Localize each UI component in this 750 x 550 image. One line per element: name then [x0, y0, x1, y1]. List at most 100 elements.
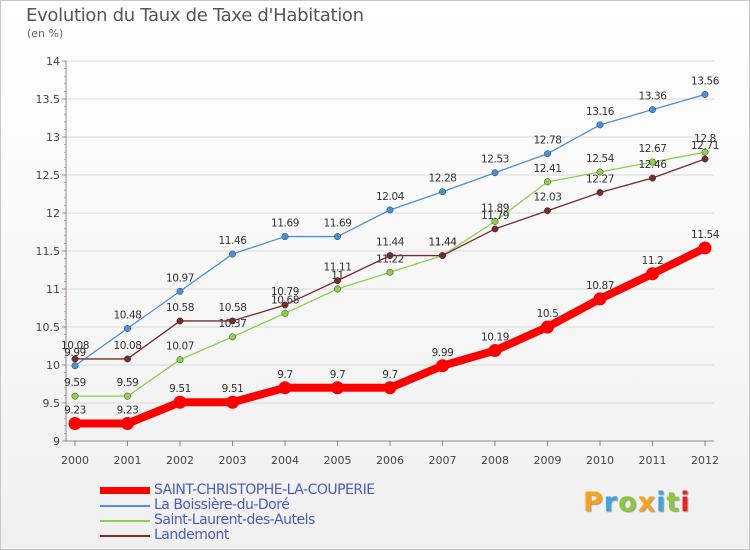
data-label: 11.44: [376, 237, 405, 249]
data-label: 9.23: [64, 405, 86, 417]
data-label: 10.48: [113, 310, 141, 322]
data-point: [649, 106, 656, 114]
chart-subtitle: (en %): [27, 27, 64, 40]
data-point: [596, 189, 604, 196]
data-point: [596, 121, 604, 129]
legend-swatch: [100, 487, 150, 494]
data-point: [334, 233, 341, 241]
data-label: 10.79: [271, 286, 299, 298]
data-point: [229, 250, 236, 258]
data-label: 10.5: [537, 308, 559, 320]
data-point: [386, 252, 394, 260]
x-tick-label: 2004: [271, 454, 299, 467]
y-tick-label: 12.5: [36, 169, 61, 182]
logo-letter: r: [603, 487, 619, 518]
data-label: 12.8: [694, 133, 716, 145]
data-point: [278, 381, 292, 395]
data-point: [544, 207, 551, 215]
data-point: [281, 301, 289, 309]
data-label: 11.11: [323, 262, 351, 274]
data-point: [593, 292, 607, 306]
data-label: 11.89: [481, 202, 509, 214]
data-point: [281, 233, 289, 241]
x-tick-label: 2002: [166, 454, 194, 467]
data-label: 9.99: [64, 347, 86, 359]
data-label: 12.04: [376, 191, 405, 203]
data-point: [439, 252, 446, 260]
data-label: 11.69: [323, 218, 351, 230]
y-tick-label: 14: [46, 55, 60, 68]
data-point: [649, 174, 656, 182]
data-point: [226, 395, 239, 409]
data-point: [176, 317, 184, 325]
data-point: [68, 417, 82, 431]
data-label: 10.97: [166, 272, 194, 284]
data-label: 10.58: [218, 302, 246, 314]
data-label: 11.46: [218, 235, 247, 247]
x-tick-label: 2005: [324, 454, 352, 467]
data-label: 11.2: [642, 255, 664, 267]
x-tick-label: 2006: [376, 454, 404, 467]
data-label: 9.59: [64, 377, 86, 389]
data-label: 12.03: [533, 192, 561, 204]
legend-label: Landemont: [154, 527, 229, 543]
data-point: [701, 90, 709, 98]
data-point: [176, 287, 184, 295]
data-label: 9.59: [117, 377, 139, 389]
logo-letter: x: [637, 487, 657, 518]
data-label: 9.99: [432, 347, 454, 359]
data-label: 10.68: [271, 294, 299, 306]
data-point: [596, 168, 604, 176]
data-point: [436, 359, 449, 373]
data-label: 12.28: [428, 173, 456, 185]
data-point: [281, 309, 289, 317]
data-label: 13.56: [691, 75, 720, 87]
data-point: [491, 217, 499, 225]
data-label: 12.41: [533, 163, 561, 175]
legend-label: Saint-Laurent-des-Autels: [154, 512, 315, 528]
y-tick-label: 10.5: [36, 321, 61, 334]
data-point: [544, 178, 551, 186]
data-label: 11.44: [428, 237, 457, 249]
data-point: [71, 362, 79, 370]
data-point: [701, 155, 709, 163]
y-tick-label: 13: [46, 131, 60, 144]
proxiti-logo: Proxiti: [583, 487, 691, 518]
data-label: 10.08: [113, 340, 141, 352]
data-label: 10.58: [166, 302, 194, 314]
data-label: 12.67: [638, 143, 666, 155]
legend-label: La Boissière-du-Doré: [154, 497, 290, 513]
legend-swatch: [100, 505, 150, 507]
data-label: 12.78: [533, 135, 561, 147]
data-label: 12.46: [638, 159, 667, 171]
legend-swatch: [100, 520, 150, 522]
data-point: [124, 355, 131, 363]
data-label: 11.79: [481, 210, 509, 222]
chart-title: Evolution du Taux de Taxe d'Habitation: [26, 5, 364, 26]
y-tick-label: 9.5: [43, 397, 61, 410]
data-point: [229, 333, 236, 341]
data-point: [176, 356, 184, 364]
data-point: [386, 206, 394, 214]
data-point: [701, 148, 709, 156]
data-label: 10.19: [481, 332, 509, 344]
series-line: [74, 93, 706, 367]
data-point: [334, 277, 341, 285]
y-tick-label: 9: [53, 435, 60, 448]
legend-label: SAINT-CHRISTOPHE-LA-COUPERIE: [154, 482, 375, 498]
data-label: 10.07: [166, 341, 194, 353]
data-point: [173, 395, 187, 409]
data-point: [649, 158, 656, 166]
data-point: [386, 268, 394, 276]
data-point: [124, 325, 131, 332]
data-label: 10.87: [586, 280, 614, 292]
x-tick-label: 2001: [114, 454, 142, 467]
data-label: 13.16: [586, 106, 615, 118]
x-tick-label: 2008: [481, 454, 509, 467]
data-label: 12.71: [691, 140, 719, 152]
data-label: 9.23: [117, 405, 139, 417]
data-label: 9.7: [382, 369, 398, 381]
data-point: [698, 241, 712, 255]
data-point: [544, 150, 551, 158]
